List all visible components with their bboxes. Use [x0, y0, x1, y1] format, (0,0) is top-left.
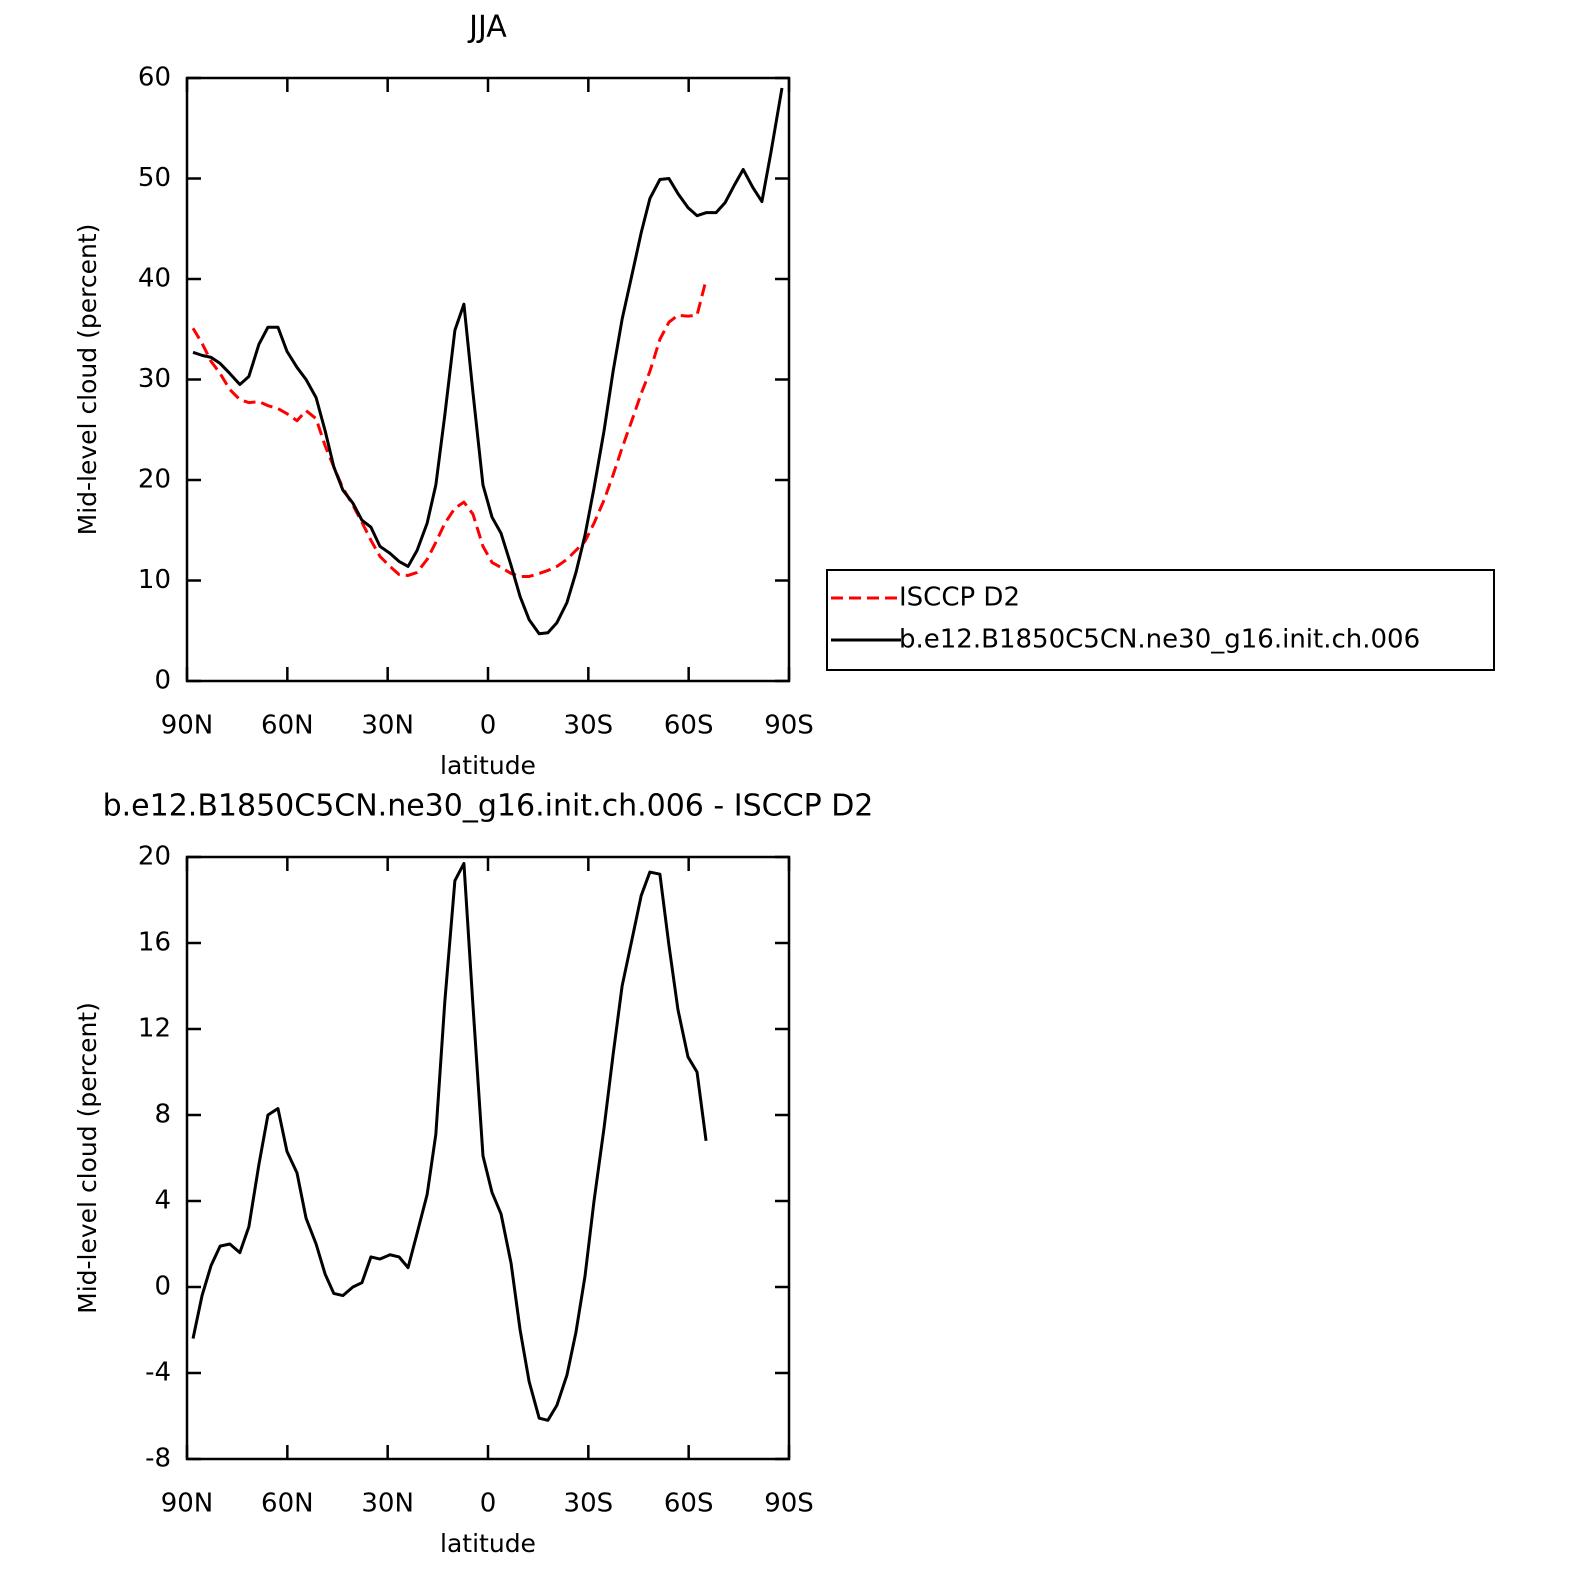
- y-tick-label: 50: [138, 163, 171, 193]
- data-line: [191, 861, 708, 1422]
- y-tick-label: 30: [138, 364, 171, 394]
- legend-label: ISCCP D2: [899, 583, 1020, 613]
- y-tick-label: 10: [138, 565, 171, 595]
- y-tick-label: 60: [138, 63, 171, 93]
- y-tick-label: 16: [138, 928, 171, 958]
- data-line: [191, 279, 708, 578]
- chart-title: b.e12.B1850C5CN.ne30_g16.init.ch.006 - I…: [103, 789, 874, 824]
- plot-frame: [185, 855, 791, 1461]
- y-tick-label: 0: [154, 666, 171, 696]
- x-tick-label: 90N: [161, 1489, 214, 1519]
- y-axis-label: Mid-level cloud (percent): [73, 224, 102, 536]
- y-tick-label: -8: [145, 1444, 171, 1474]
- chart-title: JJA: [467, 10, 507, 45]
- y-tick-label: 4: [154, 1186, 171, 1216]
- y-tick-label: -4: [145, 1358, 171, 1388]
- x-tick-label: 30N: [361, 711, 414, 741]
- x-tick-label: 60S: [664, 711, 714, 741]
- legend-label: b.e12.B1850C5CN.ne30_g16.init.ch.006: [899, 625, 1420, 655]
- y-axis-label: Mid-level cloud (percent): [73, 1002, 102, 1314]
- x-tick-label: 30S: [564, 711, 614, 741]
- y-tick-label: 20: [138, 842, 171, 872]
- x-tick-label: 60S: [664, 1489, 714, 1519]
- x-tick-label: 30N: [361, 1489, 414, 1519]
- x-tick-label: 90S: [764, 1489, 814, 1519]
- x-tick-label: 60N: [261, 1489, 314, 1519]
- x-axis-label: latitude: [440, 751, 536, 780]
- y-tick-label: 12: [138, 1014, 171, 1044]
- plot-frame: [185, 76, 791, 683]
- x-tick-label: 0: [480, 711, 497, 741]
- y-tick-label: 20: [138, 465, 171, 495]
- y-tick-label: 0: [154, 1272, 171, 1302]
- x-tick-label: 30S: [564, 1489, 614, 1519]
- x-tick-label: 0: [480, 1489, 497, 1519]
- legend-box: [826, 569, 1495, 671]
- y-tick-label: 40: [138, 264, 171, 294]
- x-tick-label: 60N: [261, 711, 314, 741]
- x-tick-label: 90N: [161, 711, 214, 741]
- y-tick-label: 8: [154, 1100, 171, 1130]
- data-line: [192, 87, 784, 636]
- x-tick-label: 90S: [764, 711, 814, 741]
- x-axis-label: latitude: [440, 1529, 536, 1558]
